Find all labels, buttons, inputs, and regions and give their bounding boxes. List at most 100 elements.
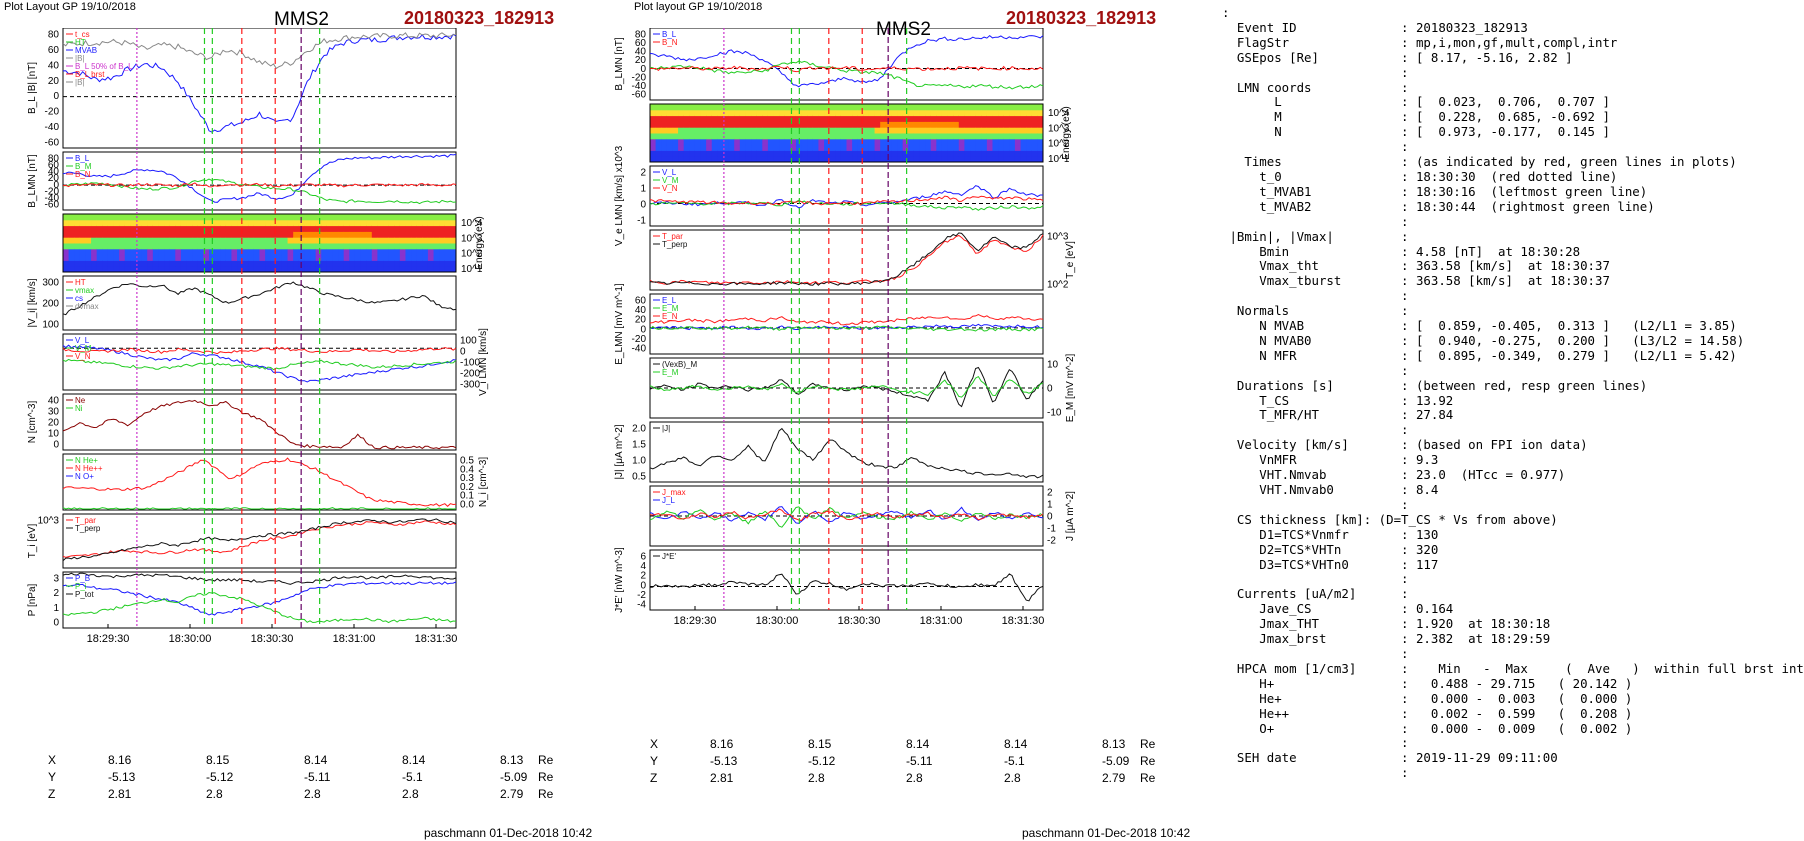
tick-label: 10^4 <box>1048 108 1070 119</box>
heatmap-cell <box>1014 109 1022 117</box>
legend-label: HT <box>75 38 86 47</box>
heatmap-cell <box>315 225 322 232</box>
heatmap-cell <box>450 214 457 221</box>
heatmap-cell <box>897 115 904 122</box>
heatmap-cell <box>672 150 679 157</box>
heatmap-cell <box>237 248 244 256</box>
tick-label: 60 <box>48 160 60 171</box>
heatmap-cell <box>338 260 345 267</box>
heatmap-cell <box>1003 127 1010 134</box>
heatmap-cell <box>186 266 193 273</box>
heatmap-cell <box>422 248 429 256</box>
coord-cell: 8.15 <box>206 752 230 767</box>
heatmap-cell <box>773 115 780 122</box>
heatmap-cell <box>717 144 724 151</box>
heatmap-cell <box>784 144 791 151</box>
heatmap-cell <box>857 109 864 117</box>
heatmap-cell <box>795 104 803 111</box>
heatmap-cell <box>807 156 814 163</box>
heatmap-cell <box>68 219 75 227</box>
heatmap-cell <box>913 150 920 157</box>
heatmap-cell <box>1003 115 1010 122</box>
heatmap-cell <box>225 231 232 238</box>
heatmap-cell <box>405 260 412 267</box>
heatmap-cell <box>91 219 98 227</box>
heatmap-cell <box>135 266 143 273</box>
heatmap-cell <box>840 121 847 128</box>
heatmap-cell <box>824 150 831 157</box>
heatmap-cell <box>293 254 300 261</box>
heatmap-cell <box>287 243 294 250</box>
heatmap-cell <box>857 104 864 111</box>
heatmap-cell <box>135 231 143 238</box>
heatmap-cell <box>349 260 356 267</box>
heatmap-cell <box>874 104 881 111</box>
heatmap-cell <box>1014 121 1022 128</box>
tick-label: 0 <box>53 618 59 629</box>
heatmap-cell <box>689 127 696 134</box>
heatmap-cell <box>857 144 864 151</box>
heatmap-cell <box>840 156 847 163</box>
heatmap-cell <box>711 121 718 128</box>
tick-label: 10^1 <box>461 264 483 275</box>
heatmap-cell <box>902 104 909 111</box>
series-line <box>62 182 457 188</box>
heatmap-cell <box>807 150 814 157</box>
heatmap-cell <box>158 219 165 227</box>
heatmap-cell <box>169 237 176 244</box>
heatmap-cell <box>343 254 350 261</box>
tick-label: 3 <box>53 574 59 585</box>
heatmap-cell <box>835 133 842 140</box>
heatmap-cell <box>1026 138 1033 146</box>
heatmap-cell <box>427 260 435 267</box>
panel-frame <box>649 229 1044 291</box>
heatmap-cell <box>880 133 887 140</box>
heatmap-cell <box>405 254 412 261</box>
tick-label: -60 <box>632 90 647 101</box>
heatmap-cell <box>756 109 763 117</box>
heatmap-cell <box>711 150 718 157</box>
heatmap-cell <box>152 237 159 244</box>
tick-label: 10 <box>1047 360 1059 371</box>
axis-label: |J| [μA m^-2] <box>614 424 625 479</box>
heatmap-cell <box>270 219 277 227</box>
heatmap-cell <box>321 219 328 227</box>
heatmap-cell <box>1014 144 1022 151</box>
heatmap-cell <box>439 266 446 273</box>
heatmap-cell <box>975 127 982 134</box>
heatmap-cell <box>186 237 193 244</box>
heatmap-cell <box>964 133 971 140</box>
heatmap-cell <box>1009 138 1016 146</box>
heatmap-cell <box>986 127 993 134</box>
heatmap-cell <box>343 266 350 273</box>
heatmap-cell <box>975 133 982 140</box>
heatmap-cell <box>734 138 741 146</box>
tick-label: 2 <box>640 571 646 582</box>
time-tick-label: 18:30:30 <box>251 633 294 645</box>
heatmap-cell <box>326 243 333 250</box>
heatmap-cell <box>332 254 339 261</box>
tick-label: 4 <box>640 561 646 572</box>
heatmap-cell <box>930 150 937 157</box>
heatmap-cell <box>678 127 685 134</box>
axis-label: N_i [cm^-3] <box>478 457 489 507</box>
axis-label: |V_i| [km/s] <box>27 278 38 327</box>
heatmap-cell <box>666 115 673 122</box>
heatmap-cell <box>700 104 707 111</box>
heatmap-cell <box>439 243 446 250</box>
heatmap-cell <box>672 104 679 111</box>
heatmap-cell <box>439 237 446 244</box>
heatmap-cell <box>762 150 769 157</box>
info-line: Jave_CS : 0.164 <box>1222 601 1454 617</box>
axis-label: N [cm^-3] <box>27 401 38 444</box>
coord-label: Y <box>48 769 57 784</box>
tick-label: 0.0 <box>460 500 474 511</box>
heatmap-cell <box>433 248 440 256</box>
heatmap-cell <box>96 243 103 250</box>
heatmap-cell <box>986 109 993 117</box>
heatmap-cell <box>964 127 971 134</box>
heatmap-cell <box>298 243 305 250</box>
heatmap-cell <box>388 266 395 273</box>
panel-frame <box>62 571 457 629</box>
heatmap-cell <box>63 214 70 221</box>
